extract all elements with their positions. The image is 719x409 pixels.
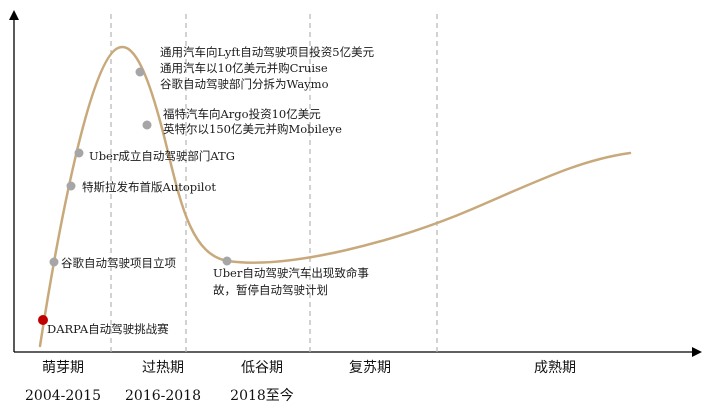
event-label-line: 英特尔以150亿美元并购Mobileye	[163, 122, 342, 136]
event-marker-4	[74, 148, 84, 158]
event-label-line: DARPA自动驾驶挑战赛	[47, 322, 169, 336]
phase-years-2: 2016-2018	[125, 388, 201, 404]
event-label-line: 通用汽车向Lyft自动驾驶项目投资5亿美元	[160, 45, 375, 59]
phase-labels: 萌芽期 2004-2015 过热期 2016-2018 低谷期 2018至今 复苏期 成熟期	[25, 359, 576, 404]
event-marker-7	[222, 256, 232, 266]
event-label-line: 通用汽车以10亿美元并购Cruise	[160, 61, 328, 75]
event-label-line: 特斯拉发布首版Autopilot	[82, 180, 216, 194]
event-label-3: 特斯拉发布首版Autopilot	[82, 180, 216, 194]
phase-name-4: 复苏期	[349, 359, 391, 376]
event-marker-3	[66, 181, 76, 191]
phase-years-3: 2018至今	[230, 388, 294, 404]
event-label-line: 谷歌自动驾驶部门分拆为Waymo	[160, 77, 329, 91]
event-markers	[38, 67, 232, 325]
event-label-line: 福特汽车向Argo投资10亿美元	[163, 107, 321, 121]
phase-years-1: 2004-2015	[25, 388, 101, 404]
event-label-6: 福特汽车向Argo投资10亿美元英特尔以150亿美元并购Mobileye	[163, 107, 342, 136]
event-label-line: Uber成立自动驾驶部门ATG	[89, 149, 235, 163]
event-marker-6	[142, 120, 152, 130]
event-marker-1	[38, 315, 48, 325]
event-marker-2	[49, 257, 59, 267]
event-label-5: 通用汽车向Lyft自动驾驶项目投资5亿美元通用汽车以10亿美元并购Cruise 谷…	[160, 45, 375, 91]
hype-curve	[38, 45, 632, 348]
event-label-line: Uber自动驾驶汽车出现致命事	[213, 266, 369, 280]
event-annotations: DARPA自动驾驶挑战赛 谷歌自动驾驶项目立项 特斯拉发布首版Autopilot Ub…	[47, 45, 375, 336]
phase-name-5: 成熟期	[534, 360, 576, 376]
phase-name-2: 过热期	[142, 360, 184, 376]
event-label-4: Uber成立自动驾驶部门ATG	[89, 149, 235, 163]
event-label-1: DARPA自动驾驶挑战赛	[47, 322, 169, 336]
phase-dividers	[110, 14, 438, 352]
event-label-line: 谷歌自动驾驶项目立项	[61, 256, 176, 270]
event-label-2: 谷歌自动驾驶项目立项	[61, 256, 176, 270]
event-marker-5	[135, 67, 145, 77]
phase-name-3: 低谷期	[241, 360, 283, 376]
phase-name-1: 萌芽期	[42, 360, 84, 376]
event-label-7: Uber自动驾驶汽车出现致命事故，暂停自动驾驶计划	[213, 266, 369, 297]
event-label-line: 故，暂停自动驾驶计划	[213, 283, 328, 297]
